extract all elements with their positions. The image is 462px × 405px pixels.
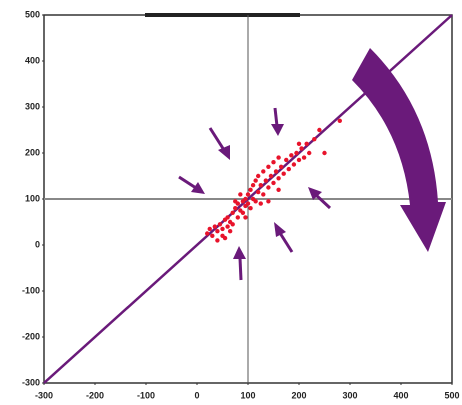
x-tick-label: 0: [194, 390, 199, 400]
arrow-head: [218, 145, 230, 160]
y-tick-label: 0: [35, 239, 40, 249]
point: [301, 155, 307, 160]
x-tick-label: -200: [86, 390, 104, 400]
arrow-head: [233, 246, 246, 259]
arrows: [178, 48, 446, 281]
point: [230, 210, 235, 215]
x-tick-label: 100: [240, 390, 255, 400]
point: [256, 173, 261, 179]
y-tick-label: -200: [22, 331, 40, 341]
point: [233, 199, 238, 204]
point: [296, 141, 302, 146]
point: [205, 231, 210, 236]
arrow: [273, 107, 279, 127]
top-bar: [145, 13, 300, 17]
point: [276, 155, 281, 160]
point: [248, 187, 253, 192]
point: [286, 166, 291, 172]
point: [263, 178, 269, 183]
point: [299, 146, 304, 151]
point: [266, 185, 271, 190]
x-tick-label: 200: [291, 390, 306, 400]
point: [243, 196, 248, 202]
point: [222, 235, 228, 241]
point: [217, 222, 223, 227]
point: [307, 150, 312, 156]
point: [258, 201, 263, 206]
arrow-head: [308, 187, 322, 200]
point: [258, 183, 263, 188]
point: [312, 137, 317, 142]
y-tick-label: -300: [22, 377, 40, 387]
y-tick-label: 300: [25, 101, 40, 111]
point: [238, 192, 243, 197]
point: [215, 229, 220, 234]
point: [225, 215, 230, 220]
point: [233, 206, 238, 211]
point: [253, 199, 258, 204]
point: [284, 157, 289, 163]
point: [230, 222, 235, 227]
arrow-head: [271, 124, 284, 136]
point: [261, 169, 266, 174]
arrow: [208, 127, 226, 151]
point: [273, 169, 279, 174]
y-tick-label: -100: [22, 285, 40, 295]
arrow-head: [191, 182, 205, 194]
point: [227, 229, 233, 234]
point: [266, 199, 271, 204]
x-tick-label: 300: [342, 390, 357, 400]
point: [243, 215, 248, 220]
arrow: [278, 232, 294, 253]
point: [304, 141, 309, 146]
point: [212, 224, 218, 229]
arrow-head: [274, 222, 286, 237]
x-tick-label: -100: [137, 390, 155, 400]
arrow: [314, 193, 332, 210]
point: [281, 171, 286, 176]
point: [271, 180, 276, 186]
point: [317, 127, 322, 133]
point: [296, 157, 302, 163]
point: [245, 201, 251, 206]
point: [256, 189, 261, 195]
arrow: [178, 175, 197, 190]
point: [337, 118, 342, 124]
point: [261, 192, 266, 197]
point: [245, 192, 251, 197]
point: [266, 164, 271, 169]
y-tick-label: 100: [25, 193, 40, 203]
point: [278, 164, 284, 169]
point: [291, 162, 297, 167]
x-tick-label: 400: [393, 390, 408, 400]
point: [215, 238, 220, 243]
x-tick-label: -300: [35, 390, 53, 400]
point: [207, 226, 212, 232]
point: [235, 215, 240, 220]
point: [248, 206, 253, 211]
y-tick-label: 400: [25, 55, 40, 65]
point: [271, 160, 276, 165]
point: [268, 173, 274, 179]
point: [240, 210, 246, 215]
point: [276, 176, 281, 181]
arrow: [238, 257, 243, 281]
point: [250, 183, 256, 188]
point: [276, 187, 281, 192]
y-tick-label: 500: [25, 9, 40, 19]
point: [289, 153, 294, 158]
point: [220, 226, 225, 232]
curved-arrow: [352, 48, 446, 252]
x-tick-label: 500: [444, 390, 459, 400]
point: [210, 233, 215, 238]
point: [322, 150, 327, 156]
point: [253, 178, 258, 183]
point: [225, 224, 230, 229]
y-tick-label: 200: [25, 147, 40, 157]
point: [294, 150, 299, 156]
